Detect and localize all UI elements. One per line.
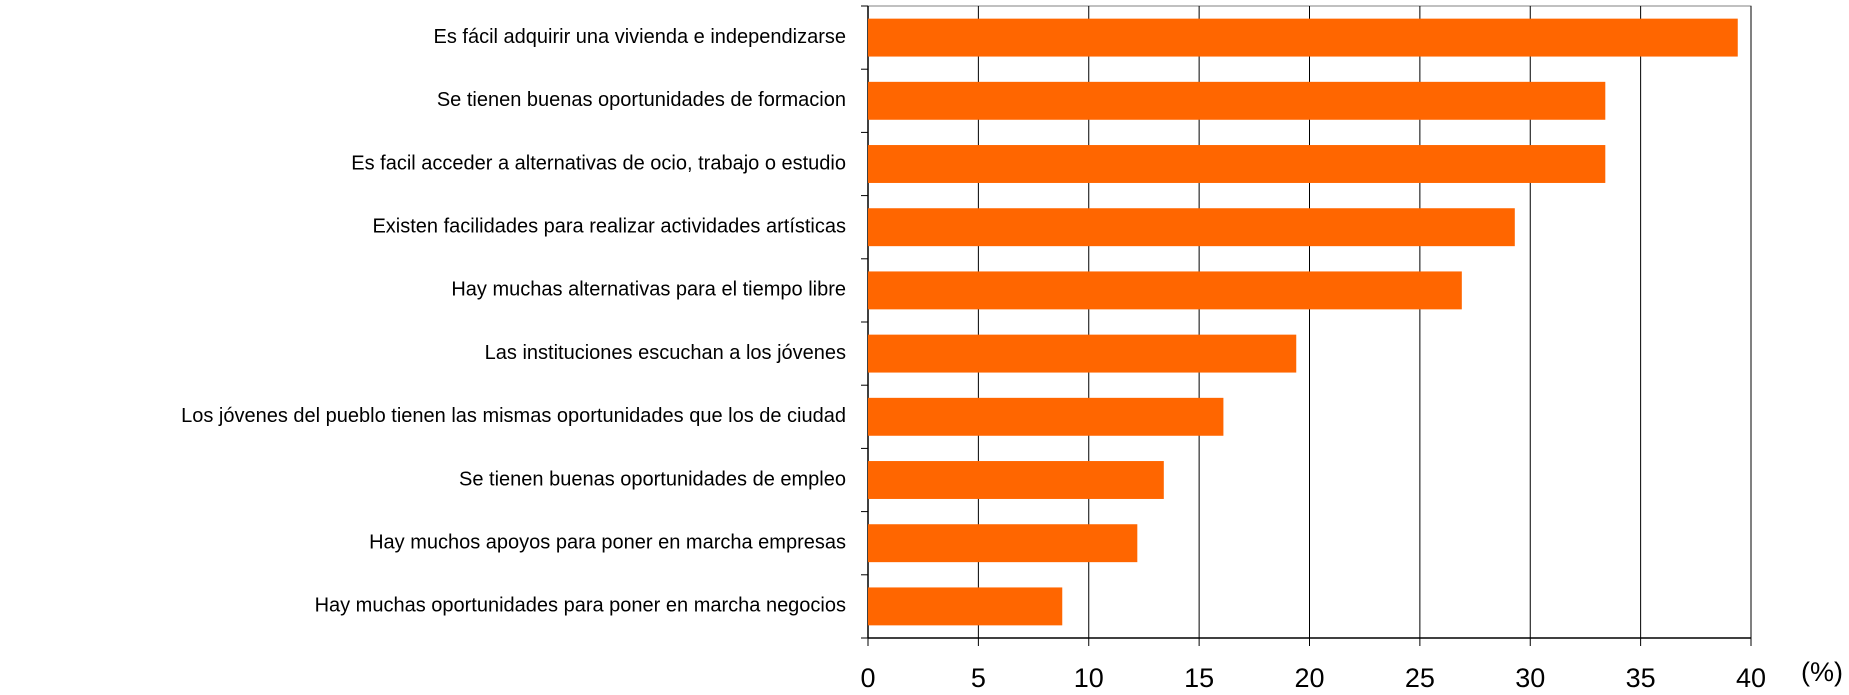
x-tick-label: 40 xyxy=(1736,663,1766,693)
bar xyxy=(868,18,1738,57)
bar xyxy=(868,524,1138,563)
y-tick-label: Hay muchas alternativas para el tiempo l… xyxy=(451,279,846,301)
y-tick-label: Hay muchas oportunidades para poner en m… xyxy=(315,595,846,617)
x-tick-label: 20 xyxy=(1294,663,1324,693)
x-tick-label: 10 xyxy=(1074,663,1104,693)
bar xyxy=(868,461,1164,499)
y-tick-label: Se tienen buenas oportunidades de formac… xyxy=(437,89,846,111)
x-tick-label: 25 xyxy=(1405,663,1435,693)
bar xyxy=(868,81,1606,120)
y-tick-label: Se tienen buenas oportunidades de empleo xyxy=(459,468,846,490)
x-tick-label: 5 xyxy=(971,663,986,693)
x-tick-label: 35 xyxy=(1626,663,1656,693)
bar xyxy=(868,397,1224,436)
y-tick-label: Es fácil adquirir una vivienda e indepen… xyxy=(434,26,846,48)
y-tick-label: Existen facilidades para realizar activi… xyxy=(372,215,846,237)
y-tick-label: Las instituciones escuchan a los jóvenes xyxy=(485,342,846,364)
y-tick-label: Es facil acceder a alternativas de ocio,… xyxy=(351,152,846,174)
bar xyxy=(868,334,1297,373)
x-tick-label: 30 xyxy=(1515,663,1545,693)
x-tick-label: 15 xyxy=(1184,663,1214,693)
bar xyxy=(868,271,1462,310)
bar xyxy=(868,145,1606,183)
bar xyxy=(868,208,1515,247)
y-tick-label: Hay muchos apoyos para poner en marcha e… xyxy=(369,531,846,553)
y-tick-label: Los jóvenes del pueblo tienen las mismas… xyxy=(181,405,846,427)
bar xyxy=(868,587,1063,626)
x-tick-label: 0 xyxy=(860,663,875,693)
x-axis-label: (%) xyxy=(1801,657,1843,687)
